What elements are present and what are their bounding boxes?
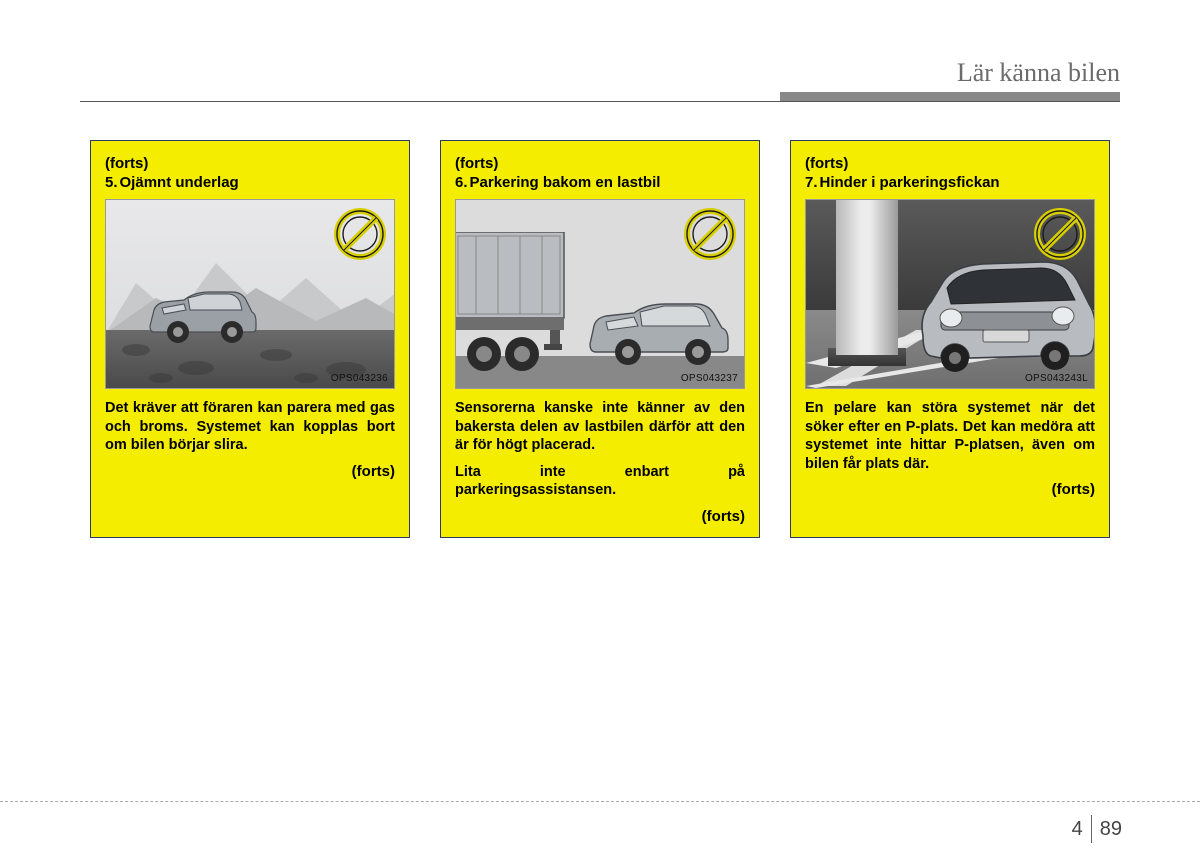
page-number: 89 bbox=[1100, 818, 1122, 841]
card-title-text: Hinder i parkeringsfickan bbox=[820, 174, 1000, 191]
illustration-pillar-obstacle: OPS043243L bbox=[805, 199, 1095, 389]
prohibit-icon bbox=[334, 208, 386, 260]
illustration-uneven-ground: OPS043236 bbox=[105, 199, 395, 389]
forts-bottom: (forts) bbox=[805, 481, 1095, 498]
card-title: 5.Ojämnt underlag bbox=[105, 174, 395, 191]
card-body: Sensorerna kanske inte känner av den bak… bbox=[455, 399, 745, 500]
chapter-number: 4 bbox=[1072, 818, 1083, 841]
image-code: OPS043243L bbox=[1025, 373, 1088, 384]
body-para: En pelare kan störa systemet när det sök… bbox=[805, 399, 1095, 473]
header-accent-bar bbox=[780, 92, 1120, 101]
page-footer: 4 89 bbox=[0, 801, 1200, 841]
forts-top: (forts) bbox=[805, 155, 1095, 172]
prohibit-icon bbox=[1034, 208, 1086, 260]
cards-row: (forts) 5.Ojämnt underlag bbox=[90, 140, 1110, 538]
page-header: Lär känna bilen bbox=[80, 58, 1120, 108]
card-number: 7. bbox=[805, 174, 818, 191]
warning-card-7: (forts) 7.Hinder i parkeringsfickan bbox=[790, 140, 1110, 538]
truck-rear-icon bbox=[455, 232, 584, 372]
card-number: 6. bbox=[455, 174, 468, 191]
card-body: En pelare kan störa systemet när det sök… bbox=[805, 399, 1095, 473]
card-title-text: Ojämnt underlag bbox=[120, 174, 239, 191]
prohibit-icon bbox=[684, 208, 736, 260]
forts-bottom: (forts) bbox=[455, 508, 745, 525]
card-title-text: Parkering bakom en lastbil bbox=[470, 174, 661, 191]
page-title: Lär känna bilen bbox=[957, 58, 1120, 88]
forts-bottom: (forts) bbox=[105, 463, 395, 480]
body-para: Lita inte enbart på parkeringsassistanse… bbox=[455, 463, 745, 500]
forts-top: (forts) bbox=[455, 155, 745, 172]
header-rule bbox=[80, 101, 1120, 102]
card-title: 6.Parkering bakom en lastbil bbox=[455, 174, 745, 191]
body-para: Det kräver att föraren kan parera med ga… bbox=[105, 399, 395, 455]
page-number-box: 4 89 bbox=[1072, 815, 1122, 843]
warning-card-6: (forts) 6.Parkering bakom en lastbil bbox=[440, 140, 760, 538]
warning-card-5: (forts) 5.Ojämnt underlag bbox=[90, 140, 410, 538]
card-title: 7.Hinder i parkeringsfickan bbox=[805, 174, 1095, 191]
body-para: Sensorerna kanske inte känner av den bak… bbox=[455, 399, 745, 455]
car-side-icon bbox=[584, 296, 734, 368]
pillar bbox=[836, 200, 898, 355]
card-number: 5. bbox=[105, 174, 118, 191]
footer-divider bbox=[1091, 815, 1092, 843]
image-code: OPS043237 bbox=[681, 373, 738, 384]
forts-top: (forts) bbox=[105, 155, 395, 172]
car-front-icon bbox=[903, 246, 1095, 376]
illustration-behind-truck: OPS043237 bbox=[455, 199, 745, 389]
car-side-icon bbox=[144, 286, 262, 346]
image-code: OPS043236 bbox=[331, 373, 388, 384]
card-body: Det kräver att föraren kan parera med ga… bbox=[105, 399, 395, 455]
